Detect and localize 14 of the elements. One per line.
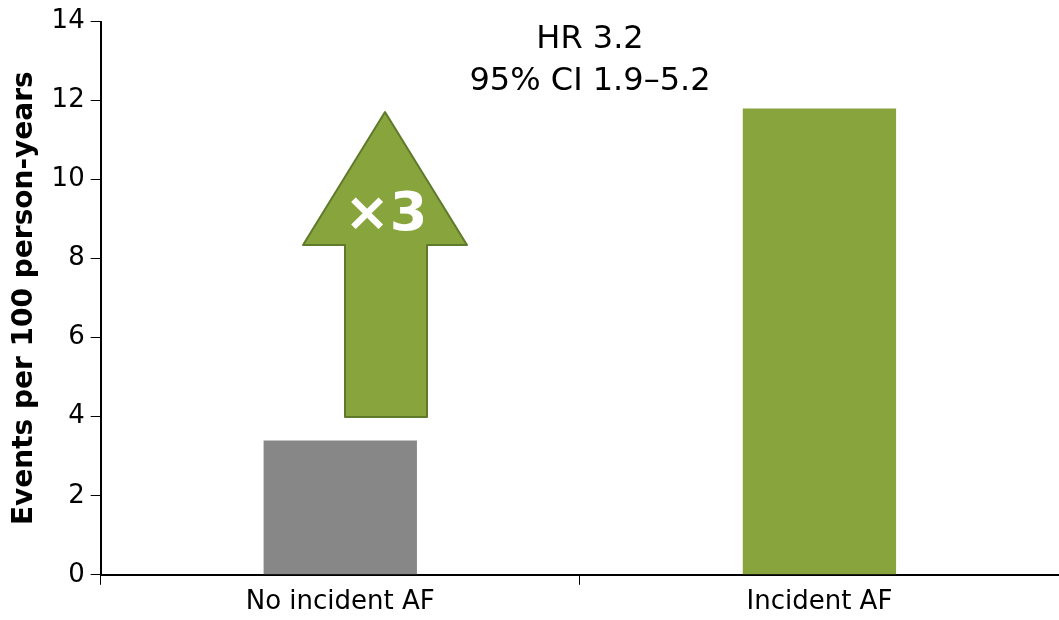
y-tick-label: 4 (68, 399, 85, 430)
annotation: 95% CI 1.9–5.2 (469, 60, 711, 99)
annotation: HR 3.2 (536, 18, 644, 57)
y-tick-label: 0 (68, 557, 85, 588)
y-tick-label: 6 (68, 320, 85, 351)
y-tick-label: 8 (68, 241, 85, 272)
y-axis-title: Events per 100 person-years (6, 71, 40, 526)
x-tick-label: Incident AF (746, 585, 893, 616)
y-tick-label: 14 (51, 4, 85, 35)
y-tick-label: 12 (51, 83, 85, 114)
x-tick-label: No incident AF (245, 585, 435, 616)
annotation: ×3 (343, 180, 429, 243)
y-tick-label: 10 (51, 162, 85, 193)
y-tick-label: 2 (68, 478, 85, 509)
